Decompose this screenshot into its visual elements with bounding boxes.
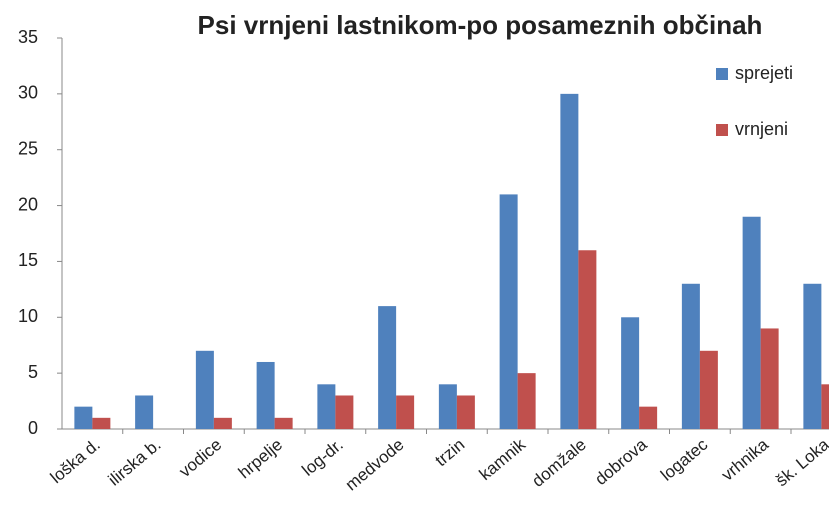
bar — [256, 361, 275, 429]
bar — [92, 417, 111, 429]
bar — [195, 350, 214, 429]
y-tick-label: 35 — [18, 27, 38, 47]
bar — [213, 417, 232, 429]
bar — [517, 373, 536, 429]
x-tick-label: medvode — [342, 435, 408, 495]
bar — [560, 93, 579, 429]
y-tick-label: 25 — [18, 138, 38, 158]
x-tick-label: vrhnika — [718, 435, 773, 485]
legend-swatch — [716, 68, 728, 80]
bar — [438, 384, 457, 429]
x-tick-label: loška d. — [47, 435, 104, 487]
bar — [821, 384, 829, 429]
legend-swatch — [716, 124, 728, 136]
bar — [639, 406, 658, 429]
bar — [760, 328, 779, 429]
y-tick-label: 15 — [18, 250, 38, 270]
bar — [803, 283, 822, 429]
y-tick-label: 20 — [18, 194, 38, 214]
bar — [681, 283, 700, 429]
x-tick-label: logatec — [657, 435, 712, 485]
x-tick-label: ilirska b. — [105, 435, 165, 490]
legend-label: vrnjeni — [735, 119, 788, 139]
bar — [74, 406, 93, 429]
x-tick-label: šk. Loka — [772, 435, 829, 491]
y-tick-label: 0 — [28, 418, 38, 438]
bar — [317, 384, 336, 429]
x-tick-label: dobrova — [591, 435, 651, 489]
y-tick-label: 5 — [28, 362, 38, 382]
y-tick-label: 10 — [18, 306, 38, 326]
bar — [378, 306, 397, 429]
x-tick-label: trzin — [432, 435, 469, 470]
x-tick-label: domžale — [528, 435, 589, 491]
bar — [456, 395, 475, 429]
x-tick-label: vodice — [175, 435, 225, 481]
x-tick-label: log-dr. — [298, 435, 346, 480]
bar — [699, 350, 718, 429]
y-tick-label: 30 — [18, 83, 38, 103]
bar — [499, 194, 518, 429]
bar — [335, 395, 354, 429]
bar — [621, 317, 640, 429]
x-tick-label: kamnik — [476, 435, 530, 484]
bar — [135, 395, 154, 429]
x-tick-label: hrpelje — [235, 435, 286, 482]
bar — [578, 250, 597, 429]
bar — [742, 216, 761, 429]
bar — [396, 395, 415, 429]
chart-title: Psi vrnjeni lastnikom-po posameznih obči… — [198, 10, 763, 40]
legend-label: sprejeti — [735, 63, 793, 83]
bar — [274, 417, 293, 429]
